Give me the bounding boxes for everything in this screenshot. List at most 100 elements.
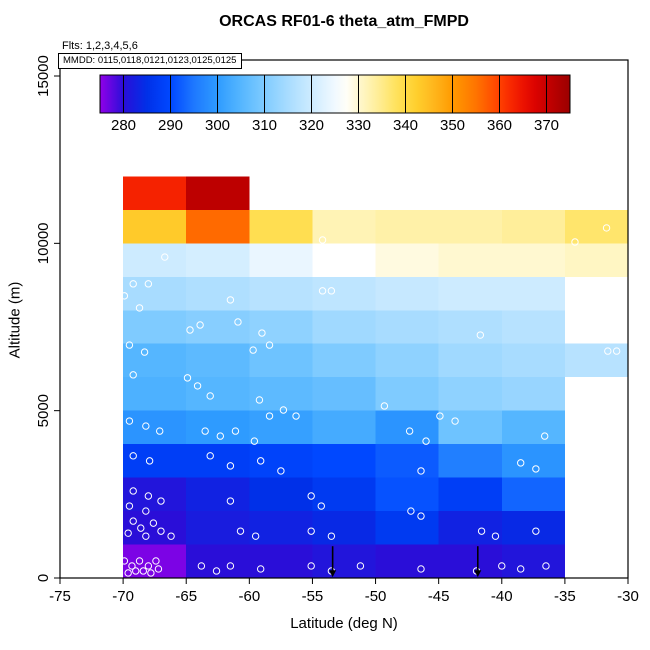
heatmap-cell (501, 377, 565, 411)
data-point (571, 238, 579, 246)
heatmap-cell (438, 276, 502, 311)
heatmap-cell (375, 209, 439, 244)
heatmap-cell (186, 477, 250, 512)
mmdd-box: MMDD: 0115,0118,0121,0123,0125,0125 (58, 53, 243, 69)
data-point (124, 569, 132, 577)
data-point (417, 512, 425, 520)
heatmap-cell (375, 444, 439, 478)
heatmap-cell (249, 410, 313, 445)
heatmap-cell (312, 276, 376, 311)
data-point (307, 527, 315, 535)
data-point (422, 437, 430, 445)
data-point (129, 371, 137, 379)
data-point (249, 346, 257, 354)
heatmap-cell (501, 477, 565, 512)
heatmap-cell (186, 410, 250, 445)
y-tick-label: 5000 (35, 394, 52, 427)
data-point (236, 527, 245, 535)
heatmap-cell (501, 544, 565, 578)
heatmap-cell (186, 243, 250, 277)
data-point (129, 517, 137, 525)
heatmap-cell (501, 209, 565, 244)
colorbar-tick-label: 290 (158, 117, 183, 134)
heatmap-cell (123, 377, 187, 411)
heatmap-cell (375, 310, 439, 344)
data-point (125, 341, 134, 349)
plot-border (59, 59, 629, 579)
heatmap-cell (123, 276, 187, 311)
data-point (226, 462, 235, 470)
data-point (129, 487, 137, 495)
data-point (226, 296, 235, 304)
heatmap-cell (312, 377, 376, 411)
data-point (258, 329, 266, 337)
heatmap-cell (438, 477, 502, 512)
plot-title: ORCAS RF01-6 theta_atm_FMPD (219, 13, 469, 30)
data-point (196, 321, 204, 329)
heatmap-cell (312, 477, 376, 512)
heatmap-cell (123, 511, 187, 545)
data-point (318, 287, 327, 295)
data-point (231, 427, 240, 435)
heatmap-cell (375, 511, 439, 545)
heatmap-cell (186, 343, 250, 378)
heatmap-cell (375, 243, 439, 277)
data-point (356, 562, 365, 570)
data-point (251, 532, 260, 540)
data-point (128, 562, 136, 570)
y-tick-label: 10000 (35, 222, 52, 264)
data-point (532, 465, 540, 473)
data-point (142, 532, 150, 540)
colorbar-tick-label: 370 (534, 117, 559, 134)
data-point (135, 557, 144, 565)
x-tick-label: -55 (302, 588, 324, 605)
y-tick-label: 0 (35, 574, 52, 582)
colorbar-tick-label: 320 (299, 117, 324, 134)
data-point (477, 527, 486, 535)
data-point (517, 459, 525, 467)
heatmap-cell (438, 209, 502, 244)
heatmap-cell (438, 343, 502, 378)
x-tick-label: -70 (112, 588, 134, 605)
data-point (132, 567, 140, 575)
heatmap-cell (312, 444, 376, 478)
mmdd-label: MMDD: 0115,0118,0121,0123,0125,0125 (63, 55, 237, 66)
data-point (145, 457, 154, 465)
heatmap-cell (249, 343, 313, 378)
data-point (540, 432, 549, 440)
x-tick-label: -30 (617, 588, 639, 605)
data-point (602, 224, 611, 232)
data-point (147, 569, 155, 577)
heatmap-cell (438, 544, 502, 578)
data-point (120, 557, 129, 565)
heatmap-cell (249, 209, 313, 244)
data-point (139, 567, 148, 575)
heatmap-cell (312, 410, 376, 445)
heatmap-cell (312, 511, 376, 545)
heatmap-cell (123, 410, 187, 445)
data-point (125, 417, 134, 425)
data-point (142, 507, 150, 515)
colorbar-tick-label: 280 (111, 117, 136, 134)
data-point (197, 562, 206, 570)
x-tick-label: -75 (49, 588, 71, 605)
heatmap-cell (249, 377, 313, 411)
heatmap-cell (123, 243, 187, 277)
x-axis-label: Latitude (deg N) (290, 615, 398, 632)
heatmap-cell (312, 310, 376, 344)
data-point (125, 502, 134, 510)
heatmap-cell (312, 209, 376, 244)
y-tick-label: 15000 (35, 55, 52, 97)
heatmap-cell (123, 444, 187, 478)
heatmap-cell (438, 310, 502, 344)
heatmap-cell (501, 511, 565, 545)
heatmap-cell (123, 176, 187, 210)
data-point (256, 565, 265, 573)
heatmap-cell (312, 343, 376, 378)
flights-label: Flts: 1,2,3,4,5,6 (62, 40, 138, 52)
heatmap-cell (249, 243, 313, 277)
data-point (157, 527, 165, 535)
data-point (612, 347, 621, 355)
heatmap-cell (186, 544, 250, 578)
